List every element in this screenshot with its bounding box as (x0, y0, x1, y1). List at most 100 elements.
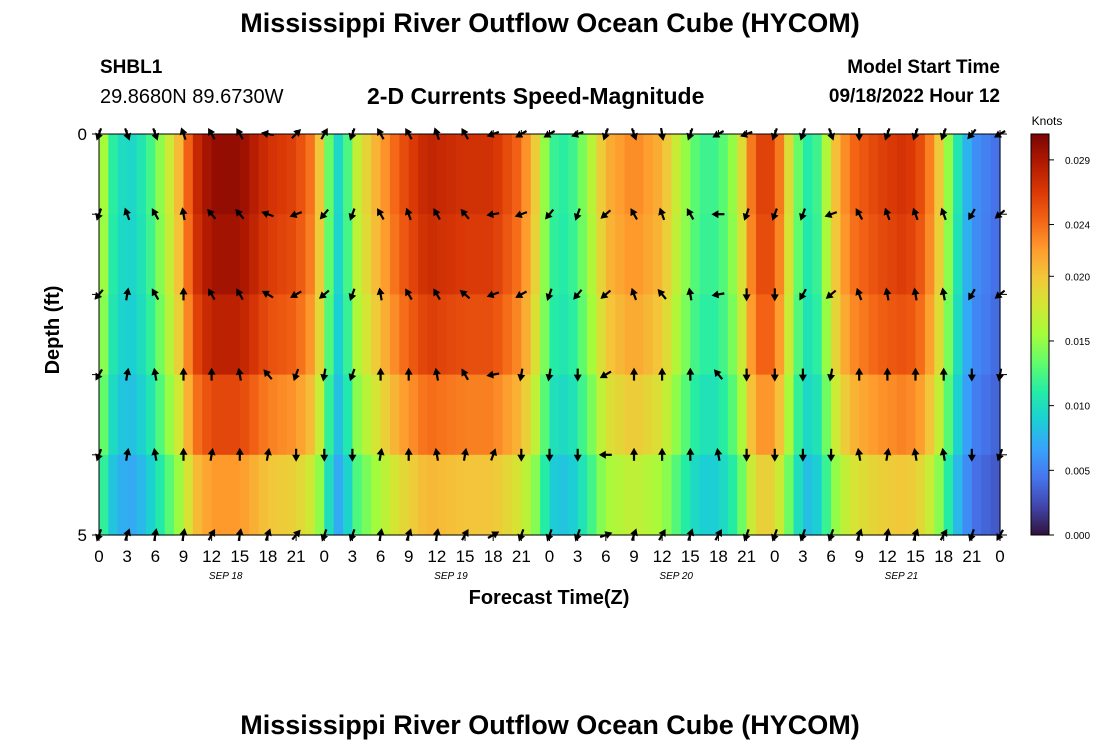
heatmap-cell (502, 214, 513, 295)
heatmap-cell (577, 454, 588, 536)
heatmap-cell (230, 214, 241, 295)
heatmap-cell (596, 214, 607, 295)
current-vector-arrow (911, 447, 920, 461)
current-vector-arrow (967, 448, 976, 462)
current-vector-arrow (939, 367, 948, 381)
current-vector-arrow (827, 448, 836, 462)
current-vector-arrow (658, 367, 667, 381)
y-tick-label: 5 (78, 526, 87, 545)
current-vector-arrow (939, 447, 948, 461)
current-vector-arrow (630, 287, 638, 301)
heatmap-cell (680, 294, 691, 376)
heatmap-cell (746, 374, 757, 456)
current-vector-arrow (208, 288, 216, 301)
heatmap-cell (324, 374, 335, 456)
heatmap-cell (174, 134, 185, 215)
heatmap-cell (174, 294, 185, 376)
heatmap-cell (680, 454, 691, 536)
heatmap-cell (108, 294, 119, 376)
current-vector-arrow (855, 447, 864, 461)
current-vector-arrow (404, 528, 413, 542)
heatmap-cell (296, 294, 307, 376)
heatmap-cell (230, 454, 241, 536)
heatmap-cell (633, 454, 644, 536)
heatmap-cell (530, 134, 541, 215)
heatmap-cell (615, 134, 626, 215)
current-vector-arrow (377, 208, 385, 220)
current-vector-arrow (545, 208, 555, 220)
heatmap-cell (624, 294, 635, 376)
current-vector-arrow (939, 287, 948, 301)
heatmap-cell (896, 374, 907, 456)
heatmap-cell (296, 214, 307, 295)
heatmap-cell (296, 374, 307, 456)
heatmap-cell (183, 134, 194, 215)
heatmap-cell (99, 294, 109, 376)
heatmap-cell (352, 134, 363, 215)
heatmap-cell (662, 294, 673, 376)
heatmap-cell (784, 214, 795, 295)
x-tick-label: 0 (94, 547, 103, 566)
heatmap-cell (549, 454, 560, 536)
heatmap-cell (906, 454, 917, 536)
heatmap-cell (755, 294, 766, 376)
date-label: SEP 20 (659, 571, 693, 582)
heatmap-cell (174, 374, 185, 456)
heatmap-cell (849, 294, 860, 376)
heatmap-cell (615, 214, 626, 295)
heatmap-cell (662, 374, 673, 456)
heatmap-cell (615, 454, 626, 536)
heatmap-cell (399, 374, 410, 456)
x-tick-label: 3 (348, 547, 357, 566)
colorbar-tick-label: 0.029 (1065, 156, 1090, 167)
heatmap-cell (680, 134, 691, 215)
current-vector-arrow (94, 289, 104, 300)
heatmap-cell (737, 294, 748, 376)
heatmap-cell (540, 454, 551, 536)
heatmap-cell (502, 374, 513, 456)
heatmap-cell (962, 294, 973, 376)
heatmap-cell (277, 134, 288, 215)
heatmap-cell (746, 294, 757, 376)
heatmap-cell (436, 374, 447, 456)
heatmap-cell (934, 374, 945, 456)
heatmap-cell (859, 134, 870, 215)
heatmap-cell (709, 214, 720, 295)
heatmap-cell (155, 214, 166, 295)
heatmap-cell (465, 374, 476, 456)
heatmap-cell (718, 454, 729, 536)
current-vector-arrow (486, 290, 500, 299)
heatmap-cell (652, 214, 663, 295)
heatmap-cell (183, 454, 194, 536)
heatmap-cell (812, 214, 823, 295)
current-vector-arrow (883, 287, 892, 301)
heatmap-cell (953, 214, 964, 295)
heatmap-cell (906, 294, 917, 376)
heatmap-cell (371, 454, 382, 536)
heatmap-cell (465, 134, 476, 215)
heatmap-cell (493, 134, 504, 215)
x-tick-label: 9 (179, 547, 188, 566)
station-id: SHBL1 (100, 57, 163, 78)
heatmap-cell (887, 214, 898, 295)
heatmap-cell (474, 454, 485, 536)
current-vector-arrow (405, 288, 413, 301)
heatmap-cell (577, 134, 588, 215)
heatmap-cell (877, 454, 888, 536)
current-vector-arrow (179, 207, 188, 221)
heatmap-cell (643, 134, 654, 215)
current-vector-arrow (883, 127, 892, 141)
current-vector-arrow (461, 368, 469, 381)
heatmap-cell (558, 214, 569, 295)
heatmap-cell (314, 214, 325, 295)
heatmap-cell (727, 294, 738, 376)
heatmap-cell (755, 454, 766, 536)
heatmap-cell (868, 454, 879, 536)
current-vector-arrow (264, 528, 272, 542)
heatmap-cell (127, 214, 138, 295)
heatmap-cell (690, 454, 701, 536)
current-vector-arrow (263, 447, 272, 461)
heatmap-cell (99, 374, 109, 456)
heatmap-cell (990, 294, 1001, 376)
heatmap-cell (680, 214, 691, 295)
